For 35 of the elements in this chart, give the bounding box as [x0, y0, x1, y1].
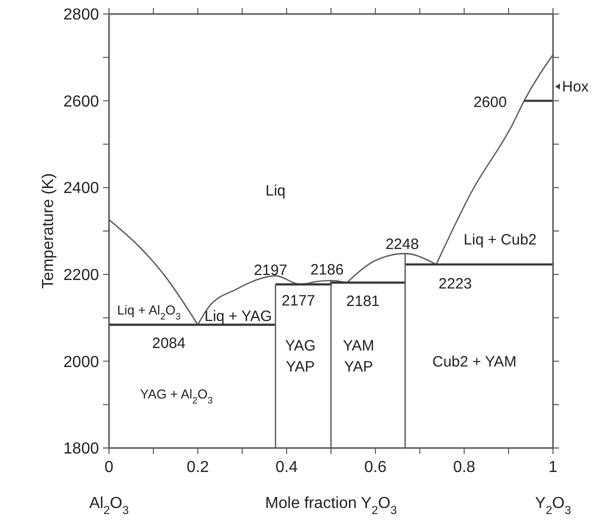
- text: Al$_{2}$O$_{3}$: [89, 495, 129, 517]
- annotation: YAG: [285, 337, 316, 354]
- annotation: 2181: [346, 292, 380, 310]
- annotation: Liq + YAG: [204, 308, 272, 325]
- annotation: 2223: [438, 276, 472, 293]
- annotation: 2186: [310, 262, 344, 279]
- annotation: 2177: [282, 292, 316, 310]
- text: Hox: [562, 78, 590, 96]
- x-tick-label: 0: [104, 459, 114, 476]
- y-tick-label: 2800: [63, 6, 100, 24]
- y-tick-label: 2200: [63, 267, 100, 284]
- annotation: YAG + Al$_{2}$O$_{3}$: [140, 386, 213, 406]
- y-axis-title: Temperature (K): [40, 173, 57, 289]
- annotation: YAP: [286, 358, 315, 376]
- annotation: Liq + Al$_{2}$O$_{3}$: [117, 302, 181, 322]
- x-tick-label: 0.6: [364, 459, 387, 476]
- x-tick-label: 1: [548, 459, 558, 476]
- y-tick-label: 2400: [63, 180, 100, 198]
- annotation: YAP: [344, 358, 373, 376]
- annotation: 2197: [254, 262, 288, 279]
- y-tick-label: 2000: [63, 354, 100, 371]
- y-tick-label: 2600: [63, 93, 100, 110]
- x-tick-label: 0.8: [453, 459, 476, 476]
- annotation: 2248: [385, 236, 419, 253]
- annotation: Liq + Cub2: [464, 231, 537, 248]
- y-tick-label: 1800: [63, 440, 100, 458]
- x-tick-label: 0.2: [186, 459, 210, 476]
- annotation: YAM: [342, 337, 374, 354]
- annotation: Cub2 + YAM: [432, 353, 516, 370]
- annotation: 2084: [152, 334, 186, 352]
- x-axis-title: Mole fraction Y$_{2}$O$_{3}$: [265, 495, 397, 517]
- text: Y$_{2}$O$_{3}$: [535, 495, 571, 517]
- annotation: 2600: [473, 94, 507, 112]
- x-tick-label: 0.4: [275, 459, 298, 476]
- annotation: Liq: [265, 182, 286, 200]
